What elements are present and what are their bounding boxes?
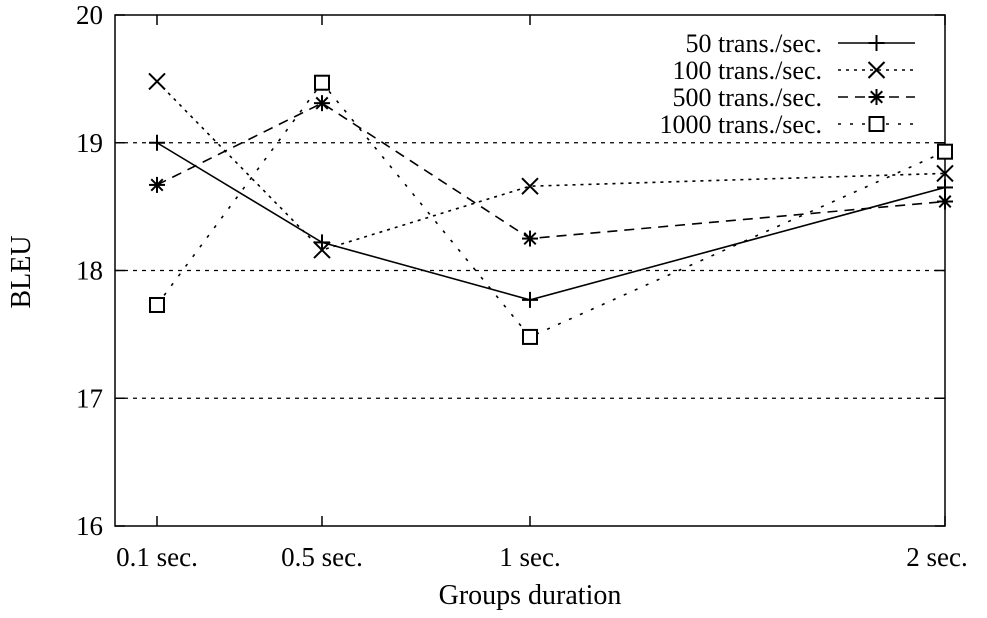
data-point-plus — [937, 179, 953, 196]
legend-label-1: 50 trans./sec. — [686, 29, 822, 58]
data-point-square — [314, 74, 330, 91]
y-tick-label: 18 — [76, 256, 103, 286]
data-point-plus — [522, 291, 538, 308]
data-point-star — [314, 95, 330, 112]
legend-label-3: 500 trans./sec. — [673, 83, 822, 112]
marker-stroke — [936, 164, 954, 183]
y-axis-label: BLEU — [6, 235, 37, 308]
marker-square — [868, 116, 885, 132]
legend-marker-square — [868, 116, 885, 132]
data-point-cross — [148, 72, 166, 91]
y-tick-label: 19 — [76, 128, 103, 158]
data-point-cross — [521, 177, 539, 195]
data-point-square — [149, 296, 165, 313]
series-line-4 — [156, 81, 946, 338]
marker-stroke — [148, 72, 166, 91]
data-point-plus — [149, 134, 165, 151]
marker-stroke — [523, 232, 537, 246]
axis-ticks: 16 17 18 19 20 0.1 sec. 0.5 sec. 1 sec. 2 sec. — [76, 0, 968, 572]
data-point-cross — [936, 164, 954, 183]
gridlines — [115, 142, 945, 399]
y-tick-label: 17 — [76, 383, 103, 413]
marker-square — [522, 328, 538, 345]
series-line-2 — [156, 80, 946, 251]
y-tick-label: 16 — [76, 511, 103, 541]
x-tick-label: 0.1 sec. — [116, 542, 198, 572]
marker-square — [149, 296, 165, 313]
series-lines — [148, 72, 954, 345]
marker-square — [314, 74, 330, 91]
legend: 50 trans./sec.100 trans./sec.500 trans./… — [660, 29, 915, 139]
marker-stroke — [313, 241, 331, 259]
marker-stroke — [938, 195, 952, 208]
data-point-square — [937, 143, 953, 160]
series-line-3 — [156, 102, 946, 240]
x-tick-label: 2 sec. — [906, 542, 967, 572]
y-tick-label: 20 — [76, 0, 103, 30]
marker-stroke — [315, 96, 329, 110]
x-tick-label: 1 sec. — [499, 542, 560, 572]
data-point-star — [522, 230, 538, 247]
x-axis-label: Groups duration — [439, 580, 622, 611]
data-point-plus — [314, 234, 330, 251]
x-tick-label: 0.5 sec. — [281, 542, 363, 572]
data-point-star — [937, 193, 953, 210]
legend-marker-plus — [868, 35, 885, 51]
legend-label-4: 1000 trans./sec. — [660, 110, 822, 139]
legend-marker-cross — [867, 61, 886, 79]
data-point-square — [522, 328, 538, 345]
marker-stroke — [150, 178, 164, 192]
marker-stroke — [521, 177, 539, 195]
series-line-1 — [156, 142, 946, 301]
legend-label-2: 100 trans./sec. — [673, 56, 822, 85]
marker-stroke — [870, 90, 883, 104]
data-point-cross — [313, 241, 331, 259]
marker-stroke — [867, 61, 886, 79]
data-point-star — [149, 176, 165, 193]
marker-square — [937, 143, 953, 160]
legend-marker-star — [868, 89, 885, 105]
